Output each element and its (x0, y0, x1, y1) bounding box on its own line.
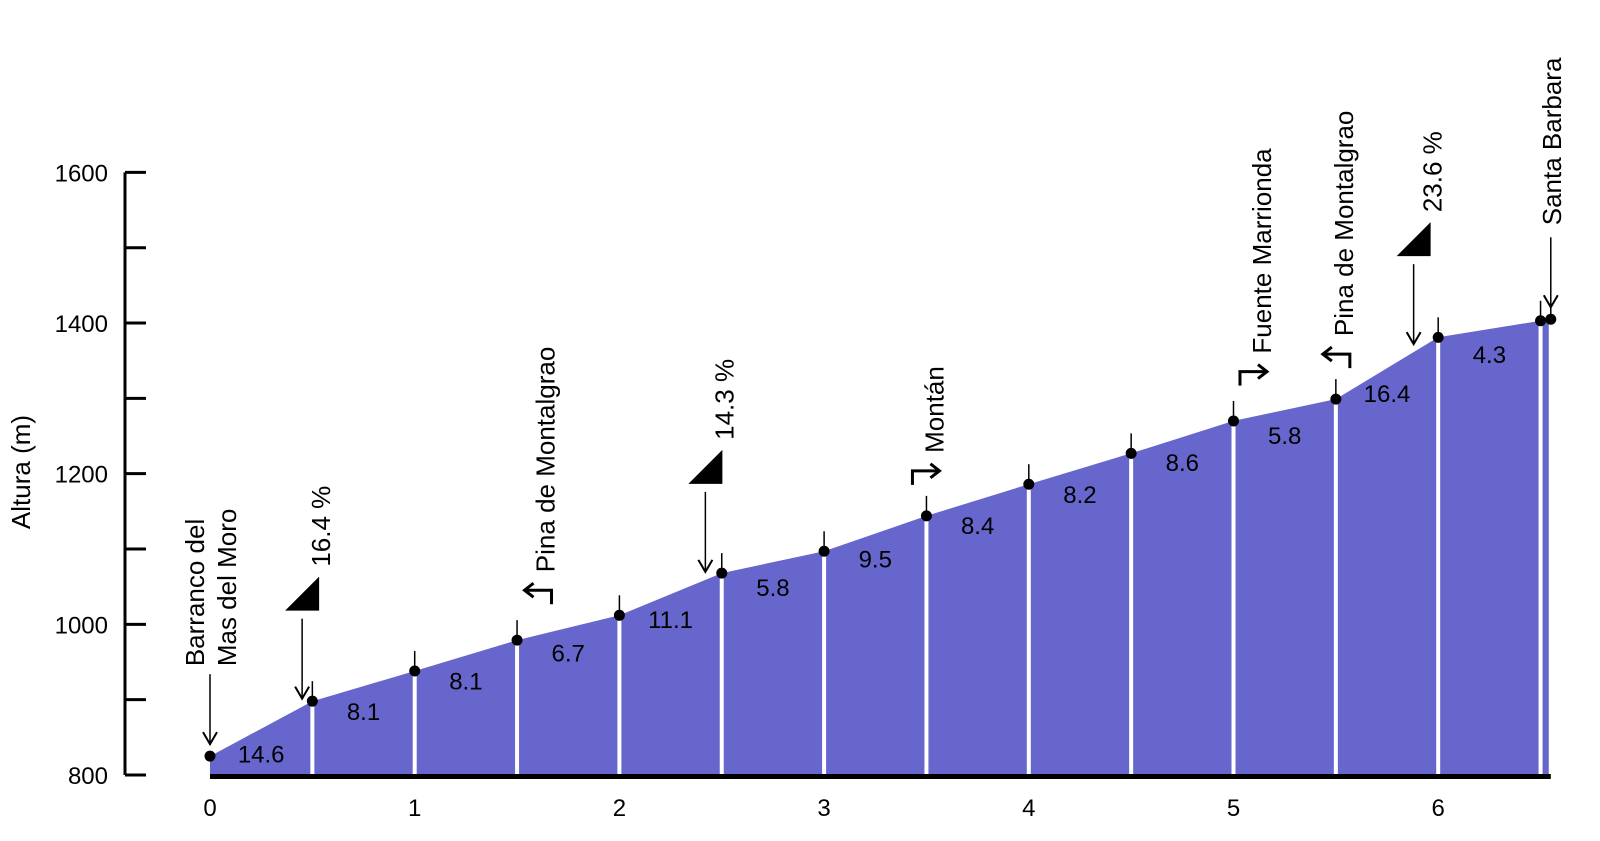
annotation-label: 14.3 % (709, 359, 739, 440)
profile-point (920, 510, 932, 522)
annotation-arrow (697, 491, 714, 574)
segment-gradient-label: 6.7 (552, 641, 585, 668)
segment-gradient-labels: 14.6 8.1 8.1 6.7 11.1 5.8 9.5 8.4 8.2 8.6 5.8 16.4 4… (238, 342, 1506, 769)
profile-point (511, 634, 523, 646)
segment-gradient-label: 8.6 (1166, 450, 1199, 477)
segment-gradient-label: 8.1 (449, 669, 482, 696)
turn-right-icon (910, 462, 942, 485)
y-axis-title: Altura (m) (6, 415, 36, 529)
annotation-label: 16.4 % (306, 486, 336, 567)
profile-point (1545, 313, 1557, 325)
profile-point (1535, 315, 1547, 327)
segment-gradient-label: 5.8 (1268, 423, 1301, 450)
annotation-label: Montán (919, 366, 949, 453)
y-tick-label: 800 (68, 763, 108, 790)
y-tick-label: 1400 (55, 311, 108, 338)
x-tick-label: 2 (613, 795, 626, 822)
annotation-label: Santa Barbara (1537, 57, 1567, 225)
segment-gradient-label: 8.4 (961, 513, 994, 540)
profile-point (1125, 447, 1137, 459)
annotation-label: Fuente Marrionda (1247, 148, 1277, 354)
annotation-arrow (1542, 237, 1559, 310)
profile-point (1432, 331, 1444, 343)
max-gradient-wedge-icon (688, 449, 723, 484)
y-tick-label: 1600 (55, 160, 108, 187)
annotation-label: Barranco del (180, 519, 210, 666)
annotation-arrow (294, 618, 310, 701)
segment-gradient-label: 5.8 (756, 575, 789, 602)
turn-left-icon (1320, 345, 1352, 369)
profile-point (716, 567, 728, 579)
y-tick-label: 1200 (55, 462, 108, 489)
profile-point (613, 609, 625, 621)
profile-point (818, 545, 830, 557)
x-tick-label: 6 (1432, 795, 1445, 822)
annotations: Barranco del Mas del Moro 16.4 % Pina de Mo… (180, 57, 1567, 747)
max-gradient-wedge-icon (1396, 222, 1431, 257)
segment-gradient-label: 8.1 (347, 699, 380, 726)
profile-points (204, 313, 1557, 762)
x-tick-label: 5 (1227, 795, 1240, 822)
profile-area (210, 319, 1551, 779)
annotation-arrow (202, 674, 218, 747)
annotation-label: 23.6 % (1418, 131, 1448, 212)
segment-gradient-label: 16.4 (1364, 381, 1411, 408)
annotation-label: Pina de Montalgrao (531, 347, 561, 572)
x-axis-ticks: 0 1 2 3 4 5 6 (203, 795, 1445, 822)
segment-gradient-label: 4.3 (1473, 342, 1506, 369)
profile-point (1023, 478, 1035, 490)
profile-baseline (210, 774, 1551, 779)
segment-gradient-label: 11.1 (648, 607, 693, 634)
x-tick-label: 3 (817, 795, 830, 822)
profile-fill (210, 319, 1551, 775)
x-tick-label: 0 (203, 795, 216, 822)
x-tick-label: 1 (408, 795, 421, 822)
max-gradient-wedge-icon (285, 576, 320, 611)
y-tick-label: 1000 (55, 612, 108, 639)
annotation-arrow (1405, 264, 1422, 347)
turn-left-icon (522, 582, 554, 605)
profile-point (409, 665, 421, 677)
turn-right-icon (1238, 363, 1270, 386)
segment-separators (310, 299, 1553, 774)
segment-gradient-label: 9.5 (859, 547, 892, 574)
profile-point (1330, 393, 1342, 405)
segment-gradient-label: 14.6 (238, 742, 285, 769)
profile-point (204, 750, 216, 762)
segment-gradient-label: 8.2 (1063, 482, 1096, 509)
x-tick-label: 4 (1022, 795, 1035, 822)
profile-point (1228, 415, 1239, 427)
annotation-label: Pina de Montalgrao (1329, 111, 1359, 336)
y-axis: 800 1000 1200 1400 1600 (55, 160, 146, 790)
annotation-label: Mas del Moro (212, 509, 242, 667)
profile-point (306, 695, 318, 707)
